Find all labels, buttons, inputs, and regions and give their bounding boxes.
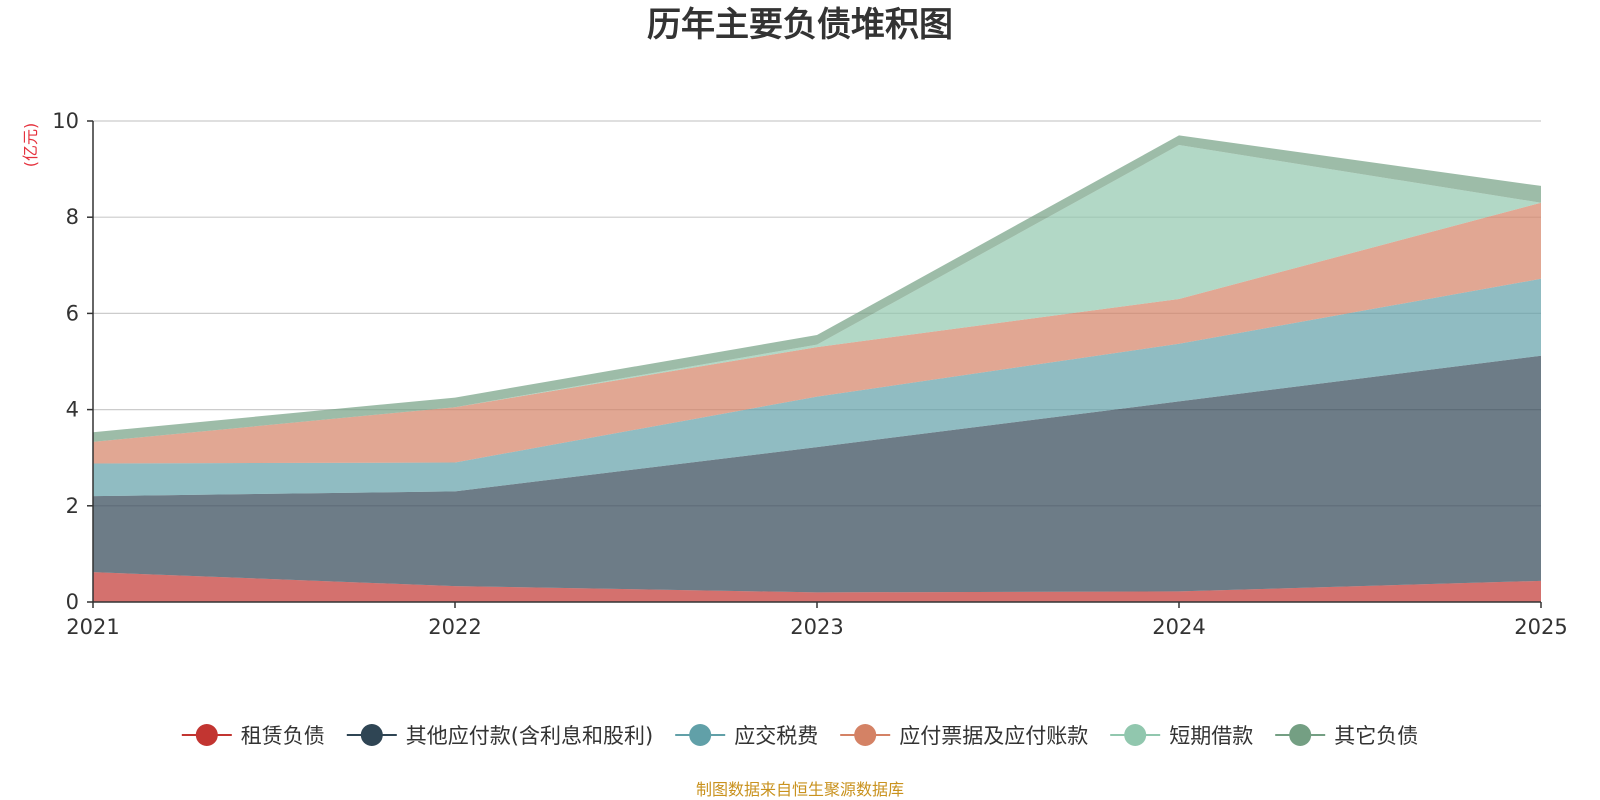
legend-item-5[interactable]: 其它负债 <box>1275 724 1418 748</box>
legend-label-2: 应交税费 <box>734 724 818 748</box>
y-tick-label-1: 2 <box>66 494 79 518</box>
legend-marker-2 <box>689 724 712 746</box>
legend-item-3[interactable]: 应付票据及应付账款 <box>840 724 1088 748</box>
legend-marker-0 <box>195 724 218 746</box>
chart-title: 历年主要负债堆积图 <box>647 5 953 45</box>
y-axis-unit-label: (亿元) <box>21 123 40 168</box>
y-tick-label-3: 6 <box>66 301 79 325</box>
legend-marker-3 <box>854 724 877 746</box>
axes: 0 2 4 6 8 10 2021 2022 2023 2024 2025 <box>52 109 1567 639</box>
area-series-1 <box>93 355 1541 593</box>
legend-label-3: 应付票据及应付账款 <box>899 724 1088 748</box>
legend[interactable]: 租赁负债 其他应付款(含利息和股利) 应交税费 应付票据及应付账款 短期借款 其它负债 <box>181 724 1418 748</box>
data-point-s5-2024[interactable] <box>1177 133 1181 137</box>
area-series <box>93 133 1543 602</box>
x-tick-label-4: 2025 <box>1514 615 1567 639</box>
legend-marker-1 <box>360 724 383 746</box>
legend-label-5: 其它负债 <box>1334 724 1418 748</box>
x-tick-label-3: 2024 <box>1152 615 1205 639</box>
area-series-4 <box>93 145 1541 442</box>
data-point-s5-2023[interactable] <box>815 333 819 337</box>
y-tick-label-4: 8 <box>66 205 79 229</box>
legend-marker-4 <box>1124 724 1147 746</box>
y-tick-label-2: 4 <box>66 398 79 422</box>
data-point-s5-2022[interactable] <box>453 396 457 400</box>
legend-label-0: 租赁负债 <box>241 724 325 748</box>
legend-item-0[interactable]: 租赁负债 <box>181 724 325 748</box>
legend-label-4: 短期借款 <box>1169 724 1253 748</box>
y-tick-label-5: 10 <box>52 109 79 133</box>
legend-item-1[interactable]: 其他应付款(含利息和股利) <box>346 724 653 748</box>
legend-item-2[interactable]: 应交税费 <box>675 724 818 748</box>
area-series-0 <box>93 572 1541 602</box>
legend-label-1: 其他应付款(含利息和股利) <box>406 724 653 748</box>
x-tick-label-2: 2023 <box>790 615 843 639</box>
area-series-3 <box>93 202 1541 464</box>
data-point-s5-2025[interactable] <box>1539 184 1543 188</box>
legend-item-4[interactable]: 短期借款 <box>1110 724 1253 748</box>
y-tick-label-0: 0 <box>66 590 79 614</box>
legend-marker-5 <box>1289 724 1312 746</box>
x-tick-label-1: 2022 <box>428 615 481 639</box>
data-source-note: 制图数据来自恒生聚源数据库 <box>696 780 904 799</box>
area-series-5 <box>93 135 1541 442</box>
x-tick-label-0: 2021 <box>66 615 119 639</box>
area-series-2 <box>93 278 1541 497</box>
